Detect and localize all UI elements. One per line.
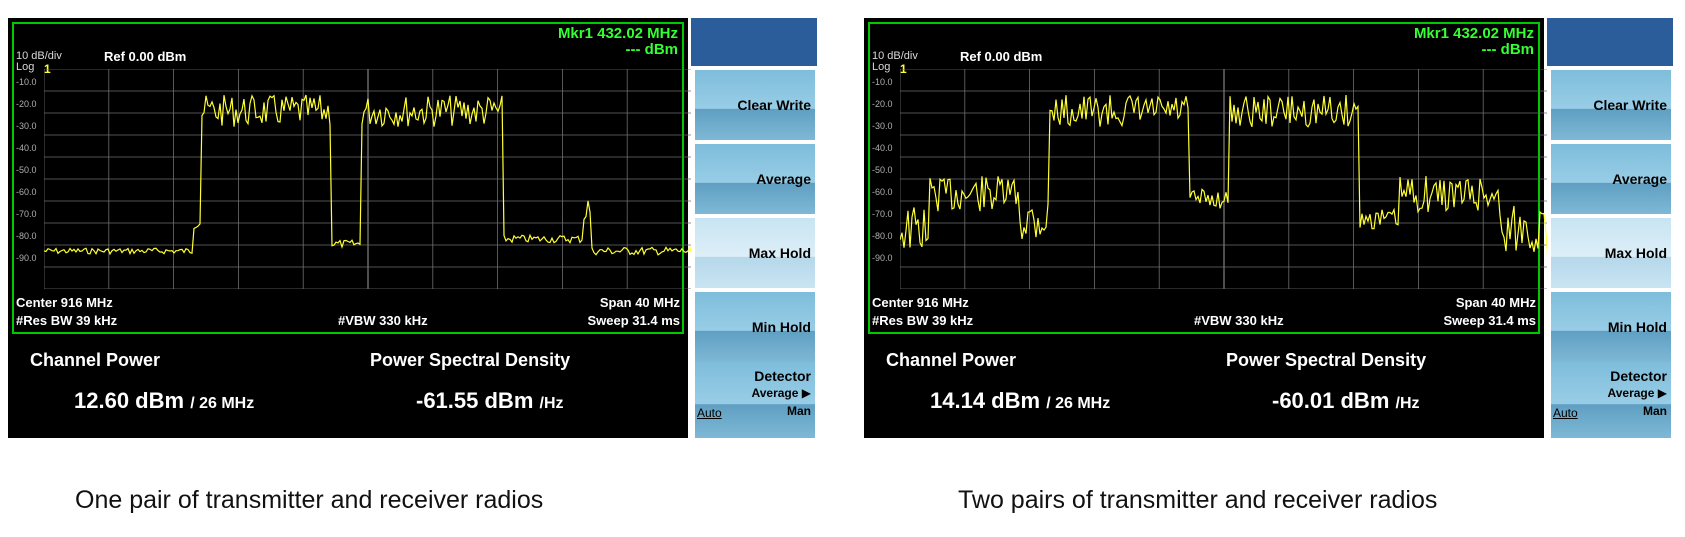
psd-title: Power Spectral Density xyxy=(1226,350,1427,370)
channel-power-title: Channel Power xyxy=(886,350,1017,370)
analyzer-panel-1: Mkr1 432.02 MHz --- dBm 10 dB/div Log Re… xyxy=(8,18,820,438)
spectrum-trace-area xyxy=(44,69,692,289)
res-bw-label: #Res BW 39 kHz xyxy=(872,313,974,328)
y-tick: -60.0 xyxy=(872,187,893,197)
vbw-label: #VBW 330 kHz xyxy=(1194,313,1284,328)
y-tick: -50.0 xyxy=(16,165,37,175)
marker-readout: Mkr1 432.02 MHz --- dBm xyxy=(1414,26,1534,58)
y-tick: -30.0 xyxy=(872,121,893,131)
y-tick: -10.0 xyxy=(872,77,893,87)
detector-label: Detector xyxy=(754,368,811,384)
vbw-label: #VBW 330 kHz xyxy=(338,313,428,328)
max-hold-button[interactable]: Max Hold xyxy=(1551,218,1671,288)
measurement-panel: Channel Power Power Spectral Density 12.… xyxy=(8,334,688,438)
spectrum-trace-area xyxy=(900,69,1548,289)
center-frequency: Center 916 MHz xyxy=(16,295,113,310)
detector-label: Detector xyxy=(1610,368,1667,384)
min-hold-button[interactable]: Min Hold xyxy=(1551,292,1671,362)
y-tick: -70.0 xyxy=(16,209,37,219)
y-tick: -80.0 xyxy=(16,231,37,241)
detector-sub-label: Average ▶ xyxy=(751,386,811,400)
y-tick: -70.0 xyxy=(872,209,893,219)
span-label: Span 40 MHz xyxy=(1455,295,1536,310)
center-frequency: Center 916 MHz xyxy=(872,295,969,310)
detector-man-option[interactable]: Man xyxy=(1643,404,1667,418)
spectrum-trace xyxy=(44,94,692,256)
max-hold-button[interactable]: Max Hold xyxy=(695,218,815,288)
detector-button[interactable]: Detector Average ▶ Auto Man xyxy=(1551,362,1671,438)
y-tick: -40.0 xyxy=(16,143,37,153)
y-tick: -10.0 xyxy=(16,77,37,87)
softkey-header xyxy=(691,18,817,66)
y-tick: -80.0 xyxy=(872,231,893,241)
ref-level-label: Ref 0.00 dBm xyxy=(104,49,187,64)
channel-power-title: Channel Power xyxy=(30,350,161,370)
clear-write-button[interactable]: Clear Write xyxy=(695,70,815,140)
clear-write-button[interactable]: Clear Write xyxy=(1551,70,1671,140)
softkey-menu: Clear Write Average Max Hold Min Hold De… xyxy=(691,18,817,438)
marker-frequency: Mkr1 432.02 MHz xyxy=(1413,25,1534,42)
psd-title: Power Spectral Density xyxy=(370,350,571,370)
softkey-header xyxy=(1547,18,1673,66)
analyzer-screen: Mkr1 432.02 MHz --- dBm 10 dB/div Log Re… xyxy=(864,18,1548,438)
marker-frequency: Mkr1 432.02 MHz xyxy=(557,25,678,42)
detector-auto-option[interactable]: Auto xyxy=(1553,406,1578,420)
y-tick: -40.0 xyxy=(872,143,893,153)
spectrum-plot: Mkr1 432.02 MHz --- dBm 10 dB/div Log Re… xyxy=(12,22,692,334)
min-hold-button[interactable]: Min Hold xyxy=(695,292,815,362)
analyzer-panel-2: Mkr1 432.02 MHz --- dBm 10 dB/div Log Re… xyxy=(864,18,1676,438)
marker-amplitude: --- dBm xyxy=(1481,41,1535,58)
measurement-panel: Channel Power Power Spectral Density 14.… xyxy=(864,334,1544,438)
psd-value: -60.01 dBm /Hz xyxy=(1272,388,1420,413)
span-label: Span 40 MHz xyxy=(599,295,680,310)
y-tick: -90.0 xyxy=(872,253,893,263)
scale-log-label: Log xyxy=(872,61,891,73)
y-tick: -20.0 xyxy=(16,99,37,109)
detector-sub-label: Average ▶ xyxy=(1607,386,1667,400)
y-tick: -20.0 xyxy=(872,99,893,109)
average-button[interactable]: Average xyxy=(695,144,815,214)
spectrum-trace xyxy=(900,94,1548,261)
y-tick: -90.0 xyxy=(16,253,37,263)
softkey-menu: Clear Write Average Max Hold Min Hold De… xyxy=(1547,18,1673,438)
analyzer-screen: Mkr1 432.02 MHz --- dBm 10 dB/div Log Re… xyxy=(8,18,692,438)
marker-amplitude: --- dBm xyxy=(625,41,679,58)
detector-auto-option[interactable]: Auto xyxy=(697,406,722,420)
ref-level-label: Ref 0.00 dBm xyxy=(960,49,1043,64)
sweep-label: Sweep 31.4 ms xyxy=(587,313,681,328)
sweep-label: Sweep 31.4 ms xyxy=(1443,313,1537,328)
y-tick: -50.0 xyxy=(872,165,893,175)
scale-log-label: Log xyxy=(16,61,35,73)
y-tick: -30.0 xyxy=(16,121,37,131)
channel-power-value: 12.60 dBm / 26 MHz xyxy=(74,388,255,413)
y-tick: -60.0 xyxy=(16,187,37,197)
scale-div-label: 10 dB/div xyxy=(16,50,62,62)
channel-power-value: 14.14 dBm / 26 MHz xyxy=(930,388,1111,413)
res-bw-label: #Res BW 39 kHz xyxy=(16,313,118,328)
psd-value: -61.55 dBm /Hz xyxy=(416,388,564,413)
caption-right: Two pairs of transmitter and receiver ra… xyxy=(958,486,1438,514)
average-button[interactable]: Average xyxy=(1551,144,1671,214)
caption-left: One pair of transmitter and receiver rad… xyxy=(75,486,544,514)
scale-div-label: 10 dB/div xyxy=(872,50,918,62)
detector-button[interactable]: Detector Average ▶ Auto Man xyxy=(695,362,815,438)
spectrum-plot: Mkr1 432.02 MHz --- dBm 10 dB/div Log Re… xyxy=(868,22,1548,334)
detector-man-option[interactable]: Man xyxy=(787,404,811,418)
marker-readout: Mkr1 432.02 MHz --- dBm xyxy=(558,26,678,58)
